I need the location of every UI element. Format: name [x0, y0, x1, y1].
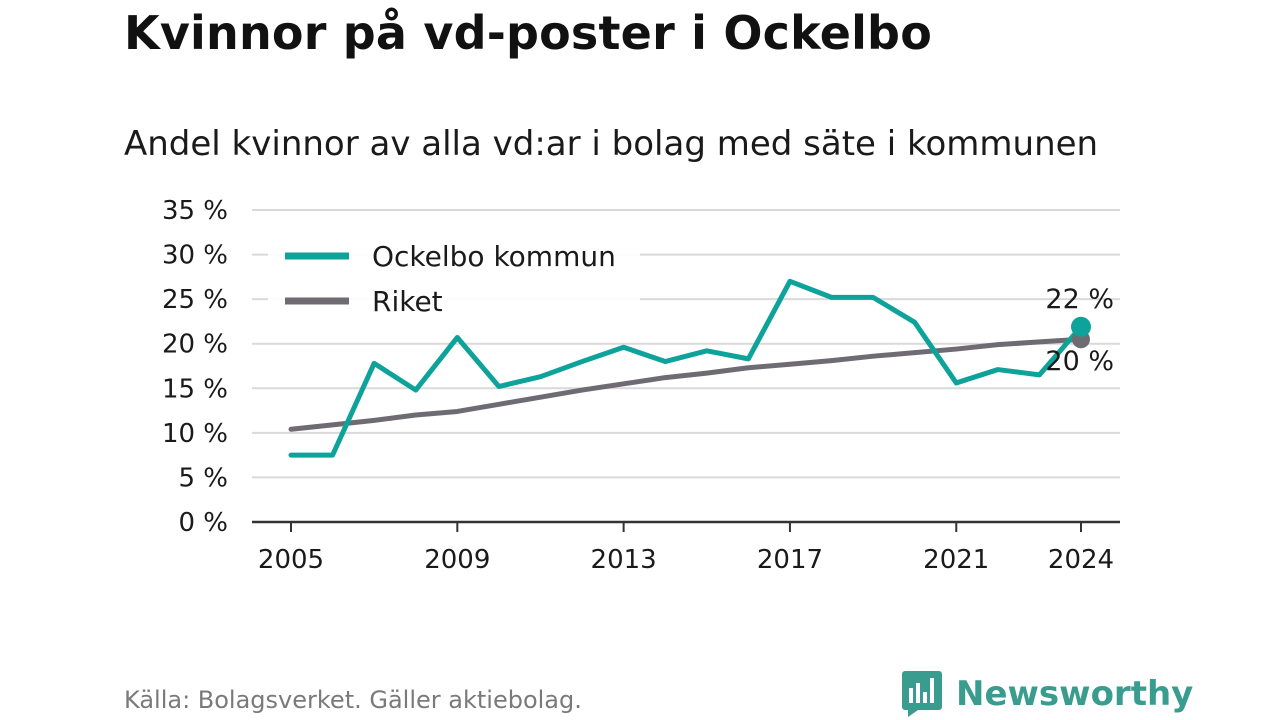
x-tick-label: 2005: [258, 545, 324, 575]
series-line-riket: [288, 336, 1084, 432]
brand-name: Newsworthy: [956, 674, 1194, 714]
chart-subtitle: Andel kvinnor av alla vd:ar i bolag med …: [124, 124, 1099, 164]
chart-title: Kvinnor på vd-poster i Ockelbo: [124, 6, 932, 60]
source-note: Källa: Bolagsverket. Gäller aktiebolag.: [124, 686, 582, 714]
y-tick-label: 20 %: [162, 330, 228, 360]
x-tick-label: 2013: [591, 545, 657, 575]
x-tick-label: 2009: [424, 545, 490, 575]
x-tick-label: 2021: [923, 545, 989, 575]
y-tick-label: 5 %: [178, 463, 228, 493]
end-label-ockelbo: 22 %: [1045, 284, 1114, 315]
end-label-riket: 20 %: [1045, 346, 1114, 377]
line-chart: 0 % 5 % 10 % 15 % 20 % 25 % 30 % 35 % 2005 2009 20…: [162, 196, 1120, 575]
series-line-ockelbo: [288, 278, 1084, 458]
x-tick-label: 2017: [757, 545, 823, 575]
y-tick-label: 35 %: [162, 196, 228, 226]
legend-label-riket: Riket: [372, 285, 443, 318]
y-tick-label: 0 %: [178, 508, 228, 538]
y-tick-label: 15 %: [162, 374, 228, 404]
brand-logo: Newsworthy: [902, 670, 1193, 718]
y-tick-label: 10 %: [162, 419, 228, 449]
end-marker-ockelbo: [1071, 316, 1091, 337]
y-tick-label: 25 %: [162, 285, 228, 315]
x-tick-label: 2024: [1048, 545, 1114, 575]
legend-background: [268, 234, 640, 328]
newsworthy-logo-icon: [902, 671, 942, 717]
legend-label-ockelbo: Ockelbo kommun: [372, 240, 616, 273]
y-tick-label: 30 %: [162, 241, 228, 271]
